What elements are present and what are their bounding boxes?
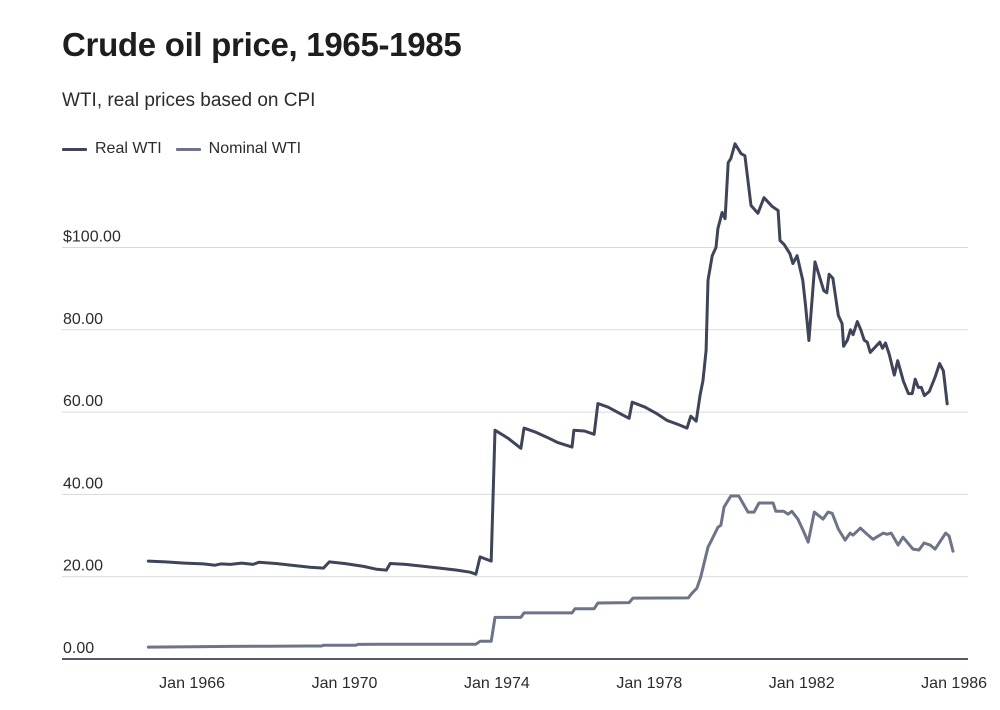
x-tick-label-1970: Jan 1970 bbox=[312, 675, 378, 692]
legend: Real WTI Nominal WTI bbox=[62, 140, 315, 158]
series-line-nominal-wti[interactable] bbox=[146, 494, 955, 649]
x-tick-label-1986: Jan 1986 bbox=[921, 675, 987, 692]
y-tick-label-80: 80.00 bbox=[63, 311, 103, 328]
chart-subtitle: WTI, real prices based on CPI bbox=[62, 90, 316, 111]
x-tick-label-1966: Jan 1966 bbox=[159, 675, 225, 692]
gridlines bbox=[62, 247, 968, 660]
legend-item-real-wti[interactable]: Real WTI bbox=[62, 140, 162, 158]
legend-label-nominal-wti: Nominal WTI bbox=[208, 140, 302, 157]
y-tick-label-60: 60.00 bbox=[63, 393, 103, 410]
legend-swatch-real-wti bbox=[62, 147, 87, 151]
y-axis: 0.00 20.00 40.00 60.00 80.00 $100.00 bbox=[63, 229, 121, 658]
series-line-real-wti[interactable] bbox=[146, 142, 949, 576]
y-tick-label-20: 20.00 bbox=[63, 558, 103, 575]
series-lines bbox=[146, 142, 955, 649]
legend-item-nominal-wti[interactable]: Nominal WTI bbox=[175, 140, 302, 158]
y-tick-label-0: 0.00 bbox=[63, 640, 94, 657]
y-tick-label-40: 40.00 bbox=[63, 475, 103, 492]
legend-label-real-wti: Real WTI bbox=[95, 140, 162, 157]
x-tick-label-1974: Jan 1974 bbox=[464, 675, 530, 692]
chart-title: Crude oil price, 1965-1985 bbox=[62, 26, 462, 63]
x-tick-label-1978: Jan 1978 bbox=[616, 675, 682, 692]
x-tick-label-1982: Jan 1982 bbox=[769, 675, 835, 692]
x-axis: Jan 1966 Jan 1970 Jan 1974 Jan 1978 Jan 1982… bbox=[159, 675, 987, 692]
y-tick-label-100: $100.00 bbox=[63, 229, 121, 246]
legend-swatch-nominal-wti bbox=[175, 147, 201, 151]
